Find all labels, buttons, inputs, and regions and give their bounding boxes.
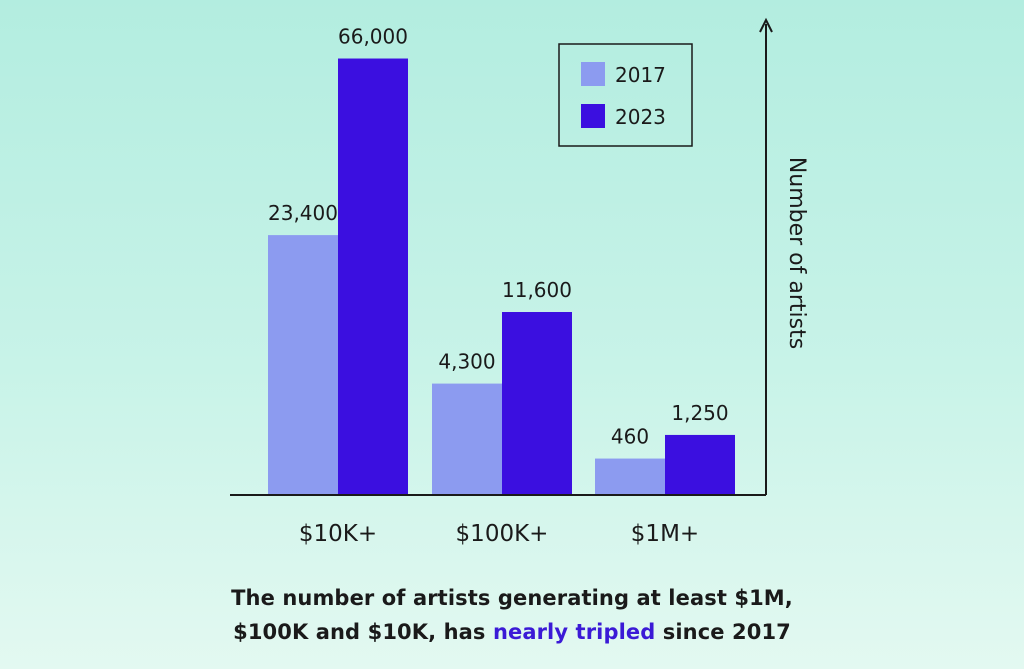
caption-line-1: The number of artists generating at leas…	[231, 586, 793, 610]
legend-swatch-2017	[581, 62, 605, 86]
category-labels-group: $10K+ $100K+ $1M+	[299, 521, 699, 547]
bar-2023-0	[338, 58, 408, 496]
y-axis-arrowhead	[759, 17, 773, 33]
bars-group	[268, 58, 735, 496]
bar-2023-1	[502, 312, 572, 495]
value-label-2017-0: 23,400	[268, 201, 338, 225]
value-label-2017-1: 4,300	[438, 350, 495, 374]
y-axis-label: Number of artists	[784, 157, 809, 349]
caption-text-end: since 2017	[655, 620, 791, 644]
category-label-1: $100K+	[456, 521, 549, 547]
bar-2017-1	[432, 383, 502, 495]
bar-2017-0	[268, 235, 338, 496]
value-label-2023-2: 1,250	[671, 401, 728, 425]
caption-highlight: nearly tripled	[492, 620, 656, 644]
legend-label-2017: 2017	[615, 63, 666, 87]
legend-label-2023: 2023	[615, 105, 666, 129]
legend-swatch-2023	[581, 104, 605, 128]
value-label-2023-0: 66,000	[338, 25, 408, 49]
caption-text: $100K and $10K, has	[233, 620, 493, 644]
bar-2023-2	[665, 434, 735, 495]
category-label-2: $1M+	[631, 521, 699, 547]
legend: 2017 2023	[558, 43, 693, 147]
category-label-0: $10K+	[299, 521, 377, 547]
value-labels-group: 23,400 66,000 4,300 11,600 460 1,250	[268, 25, 729, 449]
caption-line-2: $100K and $10K, has nearly tripled since…	[0, 620, 1024, 644]
value-label-2017-2: 460	[611, 425, 649, 449]
legend-box	[558, 43, 693, 147]
bar-2017-2	[595, 458, 665, 495]
value-label-2023-1: 11,600	[502, 278, 572, 302]
